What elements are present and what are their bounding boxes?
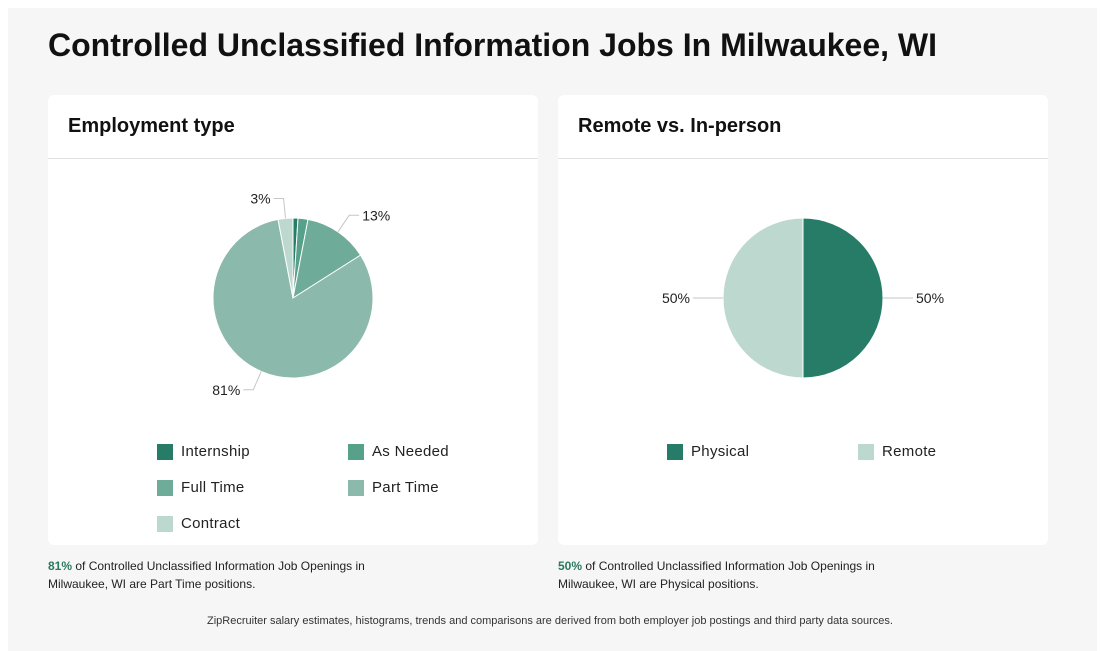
legend-item-remote: Remote xyxy=(858,443,936,460)
employment-leader-line-contract xyxy=(273,197,286,219)
legend-label-contract: Contract xyxy=(181,515,241,532)
remote-vs-in-person-pie-chart: 50% 50% xyxy=(662,217,944,379)
legend-item-internship: Internship xyxy=(157,443,250,460)
employment-label-part-time: 81% xyxy=(212,382,240,398)
legend-item-full-time: Full Time xyxy=(157,479,245,496)
employment-slice-part-time xyxy=(212,218,374,379)
remote-caption: 50% of Controlled Unclassified Informati… xyxy=(558,557,898,593)
legend-item-contract: Contract xyxy=(157,515,240,532)
legend-swatch-internship xyxy=(157,443,173,460)
employment-leader-line-part-time xyxy=(243,371,262,391)
employment-label-full-time: 13% xyxy=(362,207,390,223)
legend-swatch-remote xyxy=(858,443,874,460)
legend-swatch-contract xyxy=(157,515,173,532)
legend-swatch-full-time xyxy=(157,479,173,496)
employment-label-contract: 3% xyxy=(250,190,270,206)
remote-label-remote: 50% xyxy=(662,290,690,306)
legend-swatch-physical xyxy=(667,443,683,460)
remote-slice-physical xyxy=(802,217,884,379)
card-divider xyxy=(558,158,1048,159)
remote-caption-highlight: 50% xyxy=(558,559,583,573)
employment-caption-text: of Controlled Unclassified Information J… xyxy=(48,559,365,591)
legend-label-full-time: Full Time xyxy=(181,479,245,496)
employment-slice-full-time xyxy=(292,218,362,300)
remote-vs-in-person-title: Remote vs. In-person xyxy=(578,115,782,137)
legend-label-physical: Physical xyxy=(691,443,750,460)
legend-label-internship: Internship xyxy=(181,443,250,460)
page-title: Controlled Unclassified Information Jobs… xyxy=(48,27,937,63)
remote-caption-text: of Controlled Unclassified Information J… xyxy=(558,559,875,591)
footer-disclaimer: ZipRecruiter salary estimates, histogram… xyxy=(207,615,893,627)
legend-item-physical: Physical xyxy=(667,443,749,460)
legend-label-remote: Remote xyxy=(882,443,937,460)
legend-swatch-part-time xyxy=(348,479,364,496)
employment-leader-line-full-time xyxy=(337,214,360,233)
employment-caption-highlight: 81% xyxy=(48,559,73,573)
employment-type-caption: 81% of Controlled Unclassified Informati… xyxy=(48,557,388,593)
remote-vs-in-person-card: Remote vs. In-person 50% 50% Physical Rem… xyxy=(558,95,1048,545)
remote-label-physical: 50% xyxy=(916,290,944,306)
legend-label-part-time: Part Time xyxy=(372,479,439,496)
employment-type-card: Employment type 13% 81% 3% Internship As N… xyxy=(48,95,538,545)
card-divider xyxy=(48,158,538,159)
legend-swatch-as-needed xyxy=(348,443,364,460)
remote-slice-remote xyxy=(722,217,804,379)
employment-type-pie-chart: 13% 81% 3% xyxy=(212,190,390,398)
legend-item-part-time: Part Time xyxy=(348,479,439,496)
legend-item-as-needed: As Needed xyxy=(348,443,449,460)
legend-label-as-needed: As Needed xyxy=(372,443,449,460)
employment-type-title: Employment type xyxy=(68,115,235,137)
